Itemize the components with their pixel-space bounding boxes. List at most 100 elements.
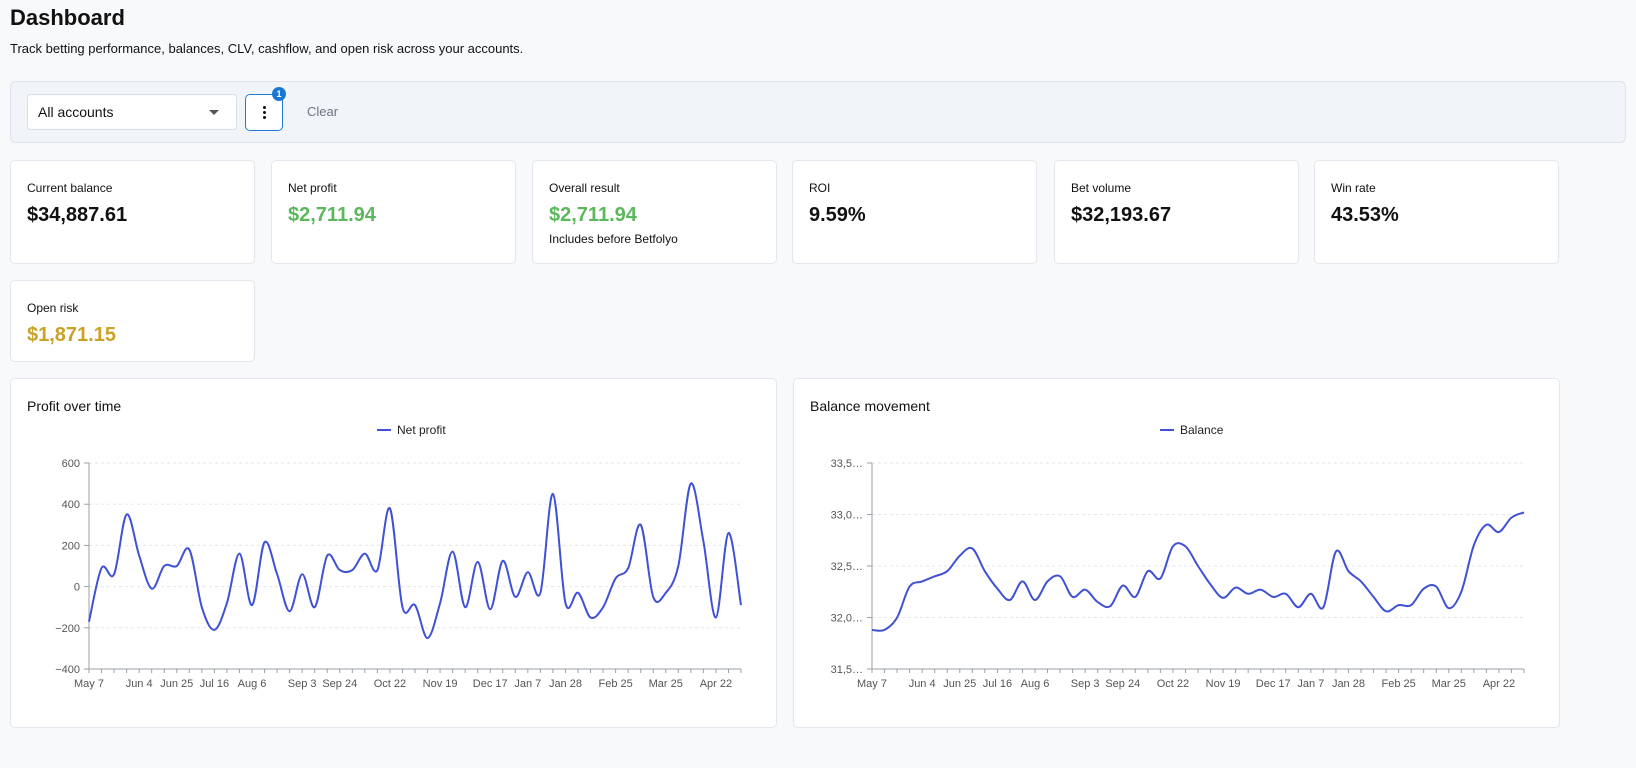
profit-data-point[interactable] <box>249 602 255 608</box>
balance-data-point[interactable] <box>1371 594 1377 600</box>
profit-data-point[interactable] <box>399 604 405 610</box>
profit-data-point[interactable] <box>600 604 606 610</box>
profit-data-point[interactable] <box>613 575 619 581</box>
profit-data-point[interactable] <box>625 565 631 571</box>
profit-data-point[interactable] <box>638 522 644 528</box>
balance-data-point[interactable] <box>1070 594 1076 600</box>
profit-data-point[interactable] <box>161 563 167 569</box>
balance-data-point[interactable] <box>1107 603 1113 609</box>
balance-data-point[interactable] <box>1396 602 1402 608</box>
balance-data-point[interactable] <box>944 568 950 574</box>
balance-data-point[interactable] <box>1182 543 1188 549</box>
balance-data-point[interactable] <box>1521 509 1527 515</box>
balance-data-point[interactable] <box>1057 573 1063 579</box>
balance-data-point[interactable] <box>1383 608 1389 614</box>
balance-data-point[interactable] <box>1421 586 1427 592</box>
balance-data-point[interactable] <box>1120 583 1126 589</box>
balance-data-point[interactable] <box>1446 605 1452 611</box>
balance-data-point[interactable] <box>1283 591 1289 597</box>
balance-data-point[interactable] <box>932 573 938 579</box>
balance-data-point[interactable] <box>1132 594 1138 600</box>
profit-legend-label[interactable]: Net profit <box>397 423 446 437</box>
profit-data-point[interactable] <box>713 615 719 621</box>
profit-data-point[interactable] <box>186 547 192 553</box>
profit-data-point[interactable] <box>224 600 230 606</box>
balance-data-point[interactable] <box>1145 568 1151 574</box>
balance-data-point[interactable] <box>1195 563 1201 569</box>
balance-data-point[interactable] <box>882 627 888 633</box>
profit-data-point[interactable] <box>86 619 92 625</box>
profit-data-point[interactable] <box>149 586 155 592</box>
profit-data-point[interactable] <box>650 594 656 600</box>
profit-data-point[interactable] <box>487 606 493 612</box>
profit-data-point[interactable] <box>537 590 543 596</box>
profit-data-point[interactable] <box>475 559 481 565</box>
balance-data-point[interactable] <box>1208 582 1214 588</box>
profit-data-point[interactable] <box>450 549 456 555</box>
profit-data-point[interactable] <box>550 491 556 497</box>
profit-data-point[interactable] <box>262 539 268 545</box>
balance-data-point[interactable] <box>1433 584 1439 590</box>
profit-data-point[interactable] <box>99 565 105 571</box>
profit-data-point[interactable] <box>374 567 380 573</box>
balance-data-point[interactable] <box>1471 542 1477 548</box>
balance-data-point[interactable] <box>994 586 1000 592</box>
profit-data-point[interactable] <box>299 571 305 577</box>
balance-data-point[interactable] <box>1408 602 1414 608</box>
profit-data-point[interactable] <box>412 602 418 608</box>
balance-data-point[interactable] <box>1458 589 1464 595</box>
balance-data-point[interactable] <box>894 615 900 621</box>
profit-data-point[interactable] <box>274 571 280 577</box>
balance-data-point[interactable] <box>1170 543 1176 549</box>
profit-data-point[interactable] <box>136 553 142 559</box>
balance-data-point[interactable] <box>1308 591 1314 597</box>
balance-data-point[interactable] <box>1270 594 1276 600</box>
profit-data-point[interactable] <box>362 551 368 557</box>
profit-data-point[interactable] <box>725 530 731 536</box>
balance-data-point[interactable] <box>1295 604 1301 610</box>
balance-data-point[interactable] <box>957 553 963 559</box>
profit-data-point[interactable] <box>588 615 594 621</box>
balance-series-line[interactable] <box>871 511 1525 632</box>
balance-data-point[interactable] <box>1032 597 1038 603</box>
profit-data-point[interactable] <box>287 608 293 614</box>
balance-data-point[interactable] <box>1220 595 1226 601</box>
balance-data-point[interactable] <box>1157 575 1163 581</box>
profit-data-point[interactable] <box>512 594 518 600</box>
profit-data-point[interactable] <box>738 602 744 608</box>
balance-data-point[interactable] <box>1358 578 1364 584</box>
profit-data-point[interactable] <box>663 590 669 596</box>
balance-legend-label[interactable]: Balance <box>1180 423 1224 437</box>
profit-data-point[interactable] <box>425 635 431 641</box>
balance-data-point[interactable] <box>1095 599 1101 605</box>
profit-data-point[interactable] <box>211 627 217 633</box>
balance-data-point[interactable] <box>869 627 875 633</box>
profit-data-point[interactable] <box>675 563 681 569</box>
profit-data-point[interactable] <box>349 567 355 573</box>
profit-data-point[interactable] <box>174 563 180 569</box>
balance-data-point[interactable] <box>969 545 975 551</box>
profit-data-point[interactable] <box>124 512 130 518</box>
balance-data-point[interactable] <box>1496 529 1502 535</box>
profit-data-point[interactable] <box>700 538 706 544</box>
profit-data-point[interactable] <box>236 551 242 557</box>
profit-data-point[interactable] <box>525 569 531 575</box>
more-filters-button[interactable]: 1 <box>245 87 286 131</box>
profit-data-point[interactable] <box>437 600 443 606</box>
balance-data-point[interactable] <box>1333 549 1339 555</box>
profit-data-point[interactable] <box>199 604 205 610</box>
profit-series-line[interactable] <box>88 482 742 640</box>
profit-data-point[interactable] <box>575 590 581 596</box>
balance-data-point[interactable] <box>1245 591 1251 597</box>
balance-data-point[interactable] <box>1233 585 1239 591</box>
balance-data-point[interactable] <box>1508 515 1514 521</box>
balance-data-point[interactable] <box>907 584 913 590</box>
account-select[interactable]: All accounts <box>27 94 237 130</box>
balance-data-point[interactable] <box>1019 578 1025 584</box>
balance-data-point[interactable] <box>1082 587 1088 593</box>
clear-button[interactable]: Clear <box>307 104 339 119</box>
profit-data-point[interactable] <box>500 558 506 564</box>
profit-data-point[interactable] <box>337 567 343 573</box>
balance-data-point[interactable] <box>919 578 925 584</box>
balance-data-point[interactable] <box>1320 604 1326 610</box>
